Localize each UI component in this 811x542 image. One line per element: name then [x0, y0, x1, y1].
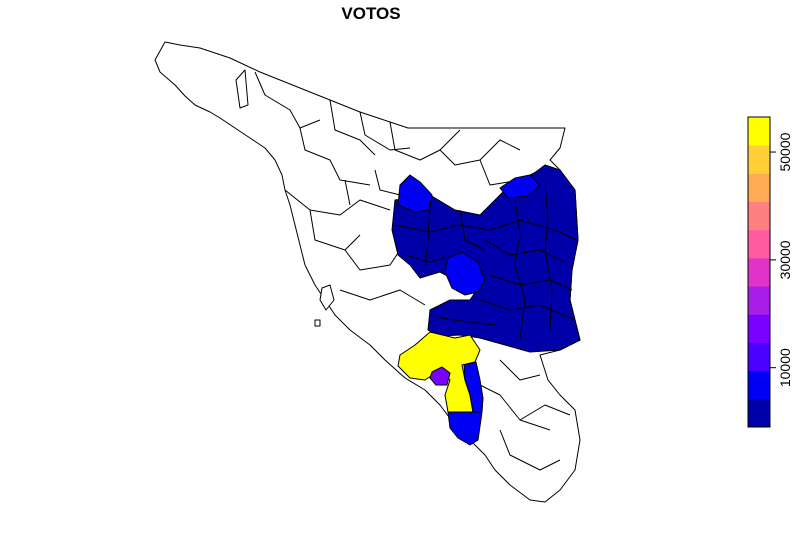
legend-color-bin [748, 286, 770, 315]
legend-tick-label: 10000 [777, 348, 793, 387]
region-central-pocket [444, 251, 486, 296]
island-2 [314, 319, 321, 327]
legend-color-bin [748, 145, 770, 174]
legend-color-bin [748, 314, 770, 343]
legend-ticks: 10000 30000 50000 [770, 132, 793, 387]
legend-color-bin [748, 398, 770, 428]
state-map [154, 41, 581, 503]
legend-color-bars [748, 117, 770, 428]
highlighted-boundaries [394, 184, 578, 341]
legend-color-bin [748, 257, 770, 287]
island-3 [235, 69, 249, 109]
legend-color-bin [748, 117, 770, 146]
color-legend: 10000 30000 50000 [747, 116, 793, 428]
legend-tick-label: 30000 [777, 240, 793, 279]
legend-color-bin [748, 370, 770, 400]
legend-color-bin [748, 173, 770, 203]
map-title: VOTOS [341, 4, 400, 23]
legend-color-bin [748, 229, 770, 259]
region-north-pocket [397, 174, 433, 213]
legend-tick-label: 50000 [777, 132, 793, 171]
legend-frame [747, 116, 771, 428]
region-far-south-blue [447, 411, 483, 446]
region-south-violet [429, 366, 451, 386]
municipal-boundaries [254, 71, 571, 471]
island-1 [319, 284, 335, 311]
region-north-pocket-2 [499, 174, 541, 199]
legend-color-bin [748, 342, 770, 372]
legend-color-bin [748, 201, 770, 231]
